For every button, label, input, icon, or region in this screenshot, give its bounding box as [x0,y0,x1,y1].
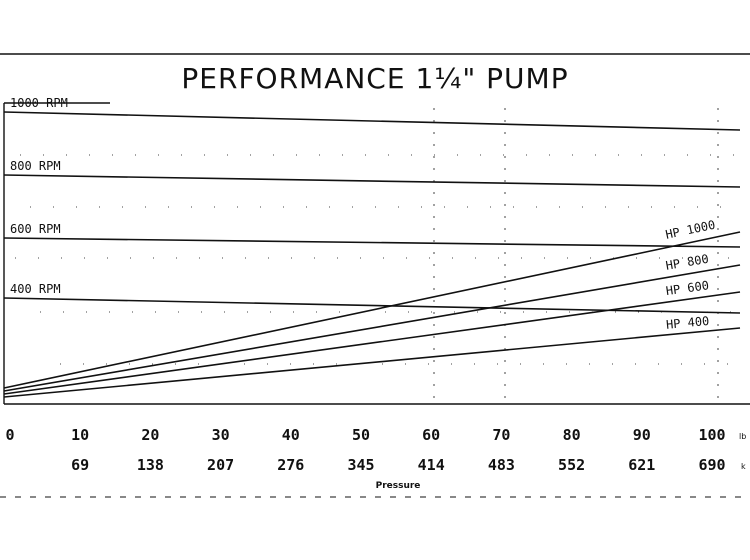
x-tick-primary-10: 100 [698,426,725,444]
x-tick-secondary-1: 69 [71,456,89,474]
series-line-hp-800 [3,264,741,392]
series-line-400-rpm [3,297,741,314]
dotted-grid [15,108,740,400]
x-tick-primary-2: 20 [141,426,159,444]
series-label-1000-rpm: 1000 RPM [10,96,68,110]
chart-title: PERFORMANCE 1¼" PUMP [181,62,568,95]
x-tick-primary-7: 70 [492,426,510,444]
x-tick-secondary-2: 138 [137,456,164,474]
series-label-hp-600: HP 600 [665,278,710,298]
x-tick-primary-3: 30 [212,426,230,444]
series-label-800-rpm: 800 RPM [10,159,61,173]
x-tick-secondary-3: 207 [207,456,234,474]
series-line-600-rpm [3,237,741,248]
x-tick-primary-5: 50 [352,426,370,444]
series-label-hp-800: HP 800 [665,252,710,273]
series-line-1000-rpm [3,111,741,131]
x-tick-primary-0: 0 [5,426,14,444]
x-tick-primary-9: 90 [633,426,651,444]
x-tick-primary-4: 40 [282,426,300,444]
series-label-600-rpm: 600 RPM [10,222,61,236]
x-tick-secondary-4: 276 [277,456,304,474]
x-tick-primary-6: 60 [422,426,440,444]
series-label-hp-400: HP 400 [665,314,709,332]
x-unit-secondary: k [741,462,746,471]
x-tick-secondary-8: 552 [558,456,585,474]
series-label-400-rpm: 400 RPM [10,282,61,296]
series-line-hp-600 [3,291,741,395]
x-unit-primary: lb [739,432,746,441]
x-tick-primary-8: 80 [563,426,581,444]
x-tick-layer: 0 10 20 30 40 50 60 70 80 90 100 69 138 207 276 345 414 4… [5,426,725,474]
series-line-800-rpm [3,174,741,188]
x-tick-secondary-10: 690 [698,456,725,474]
series-line-hp-1000 [3,231,741,389]
x-axis-label: Pressure [376,481,421,491]
x-tick-secondary-6: 414 [418,456,445,474]
x-tick-primary-1: 10 [71,426,89,444]
x-tick-secondary-9: 621 [628,456,655,474]
x-tick-secondary-5: 345 [347,456,374,474]
series-layer [3,111,741,398]
x-tick-secondary-7: 483 [488,456,515,474]
series-line-hp-400 [3,327,741,398]
